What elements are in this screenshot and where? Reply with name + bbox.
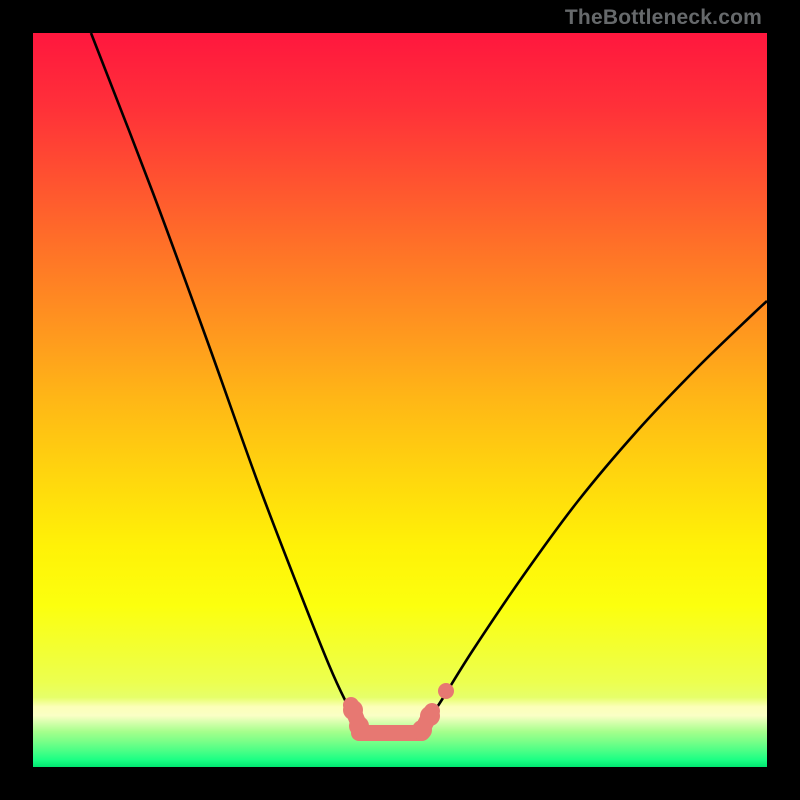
curve-layer — [33, 33, 767, 767]
bottom-markers — [343, 683, 454, 740]
chart-frame: TheBottleneck.com — [0, 0, 800, 800]
right-curve — [428, 301, 767, 721]
left-curve — [91, 33, 356, 719]
watermark-text: TheBottleneck.com — [565, 6, 762, 30]
plot-area — [33, 33, 767, 767]
